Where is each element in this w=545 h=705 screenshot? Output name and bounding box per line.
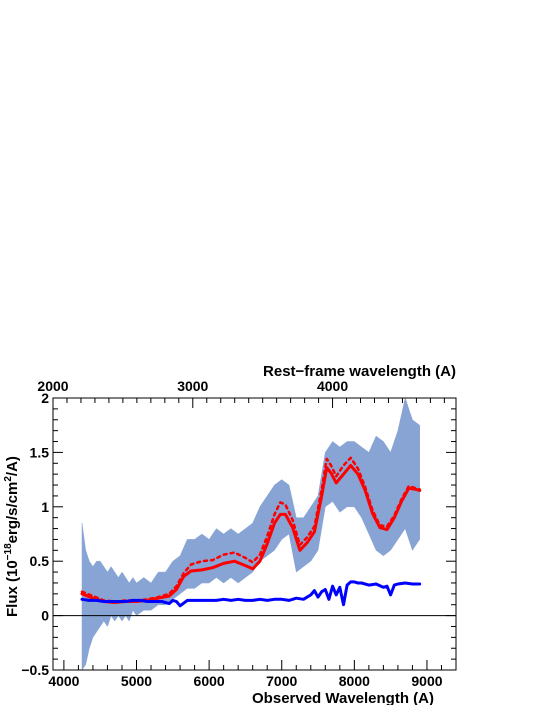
top-tick-label: 4000 [317, 378, 348, 394]
y-tick-label: 0.5 [30, 553, 50, 569]
top-axis-title: Rest−frame wavelength (A) [263, 363, 456, 380]
x-axis-title: Observed Wavelength (A) [252, 690, 434, 705]
x-tick-label: 4000 [48, 673, 79, 689]
top-tick-label: 3000 [177, 378, 208, 394]
red-model-line [80, 464, 422, 604]
y-tick-label: 2 [41, 390, 49, 406]
y-axis-title: Flux (10−18erg/s/cm2/A) [3, 456, 21, 617]
x-tick-label: 6000 [194, 673, 225, 689]
plot-frame [52, 397, 457, 671]
top-tick-label: 2000 [37, 378, 68, 394]
y-tick-label: 0 [41, 608, 49, 624]
blue-component-line [80, 580, 422, 608]
x-tick-label: 7000 [266, 673, 297, 689]
axis-ticks [52, 397, 456, 671]
y-tick-label: −0.5 [21, 662, 49, 678]
observed-spectrum-band [81, 398, 420, 670]
x-tick-label: 5000 [121, 673, 152, 689]
x-tick-label: 9000 [411, 673, 442, 689]
y-tick-label: 1.5 [30, 444, 50, 460]
y-tick-label: 1 [41, 499, 49, 515]
plot-area [53, 398, 456, 670]
x-tick-label: 8000 [339, 673, 370, 689]
